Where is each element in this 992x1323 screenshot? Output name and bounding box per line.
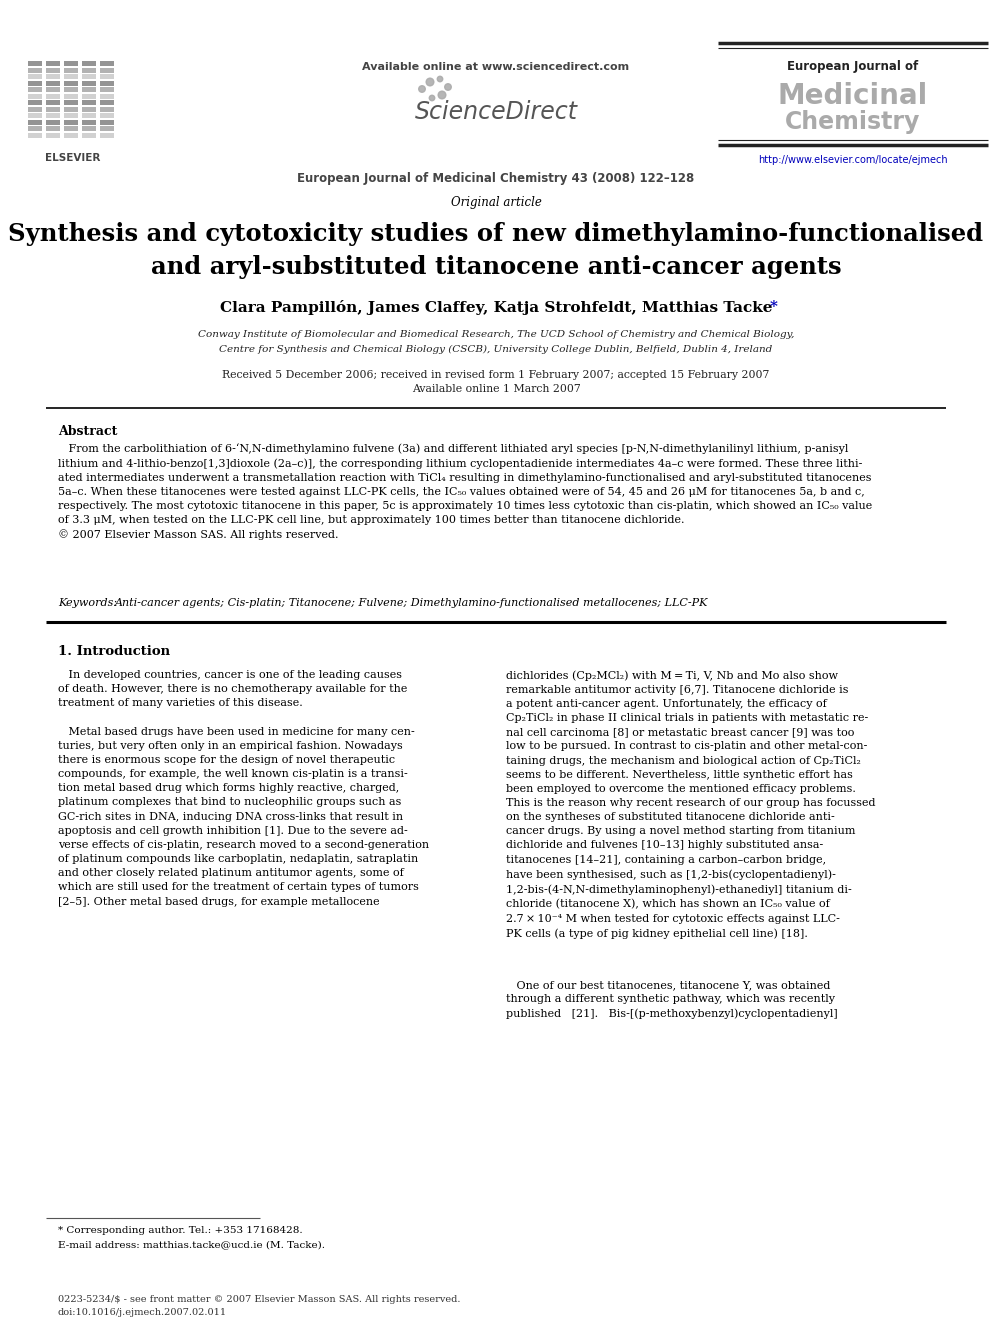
Bar bbox=[28, 81, 42, 86]
Bar bbox=[100, 132, 114, 138]
Text: In developed countries, cancer is one of the leading causes
of death. However, t: In developed countries, cancer is one of… bbox=[58, 669, 430, 906]
Circle shape bbox=[419, 86, 426, 93]
Bar bbox=[82, 132, 96, 138]
Text: E-mail address: matthias.tacke@ucd.ie (M. Tacke).: E-mail address: matthias.tacke@ucd.ie (M… bbox=[58, 1240, 325, 1249]
Text: 0223-5234/$ - see front matter © 2007 Elsevier Masson SAS. All rights reserved.: 0223-5234/$ - see front matter © 2007 El… bbox=[58, 1295, 460, 1304]
Text: ScienceDirect: ScienceDirect bbox=[415, 101, 577, 124]
Bar bbox=[100, 119, 114, 124]
Bar bbox=[46, 61, 60, 66]
Bar bbox=[64, 119, 78, 124]
Bar bbox=[100, 74, 114, 79]
Bar bbox=[64, 61, 78, 66]
Bar bbox=[28, 132, 42, 138]
Bar bbox=[82, 94, 96, 98]
Bar bbox=[46, 126, 60, 131]
Bar bbox=[46, 112, 60, 118]
Bar bbox=[46, 119, 60, 124]
Text: Chemistry: Chemistry bbox=[786, 110, 921, 134]
Bar bbox=[46, 94, 60, 98]
Bar bbox=[28, 61, 42, 66]
Circle shape bbox=[437, 77, 442, 82]
Text: ELSEVIER: ELSEVIER bbox=[46, 153, 100, 163]
Text: European Journal of Medicinal Chemistry 43 (2008) 122–128: European Journal of Medicinal Chemistry … bbox=[298, 172, 694, 185]
Bar bbox=[28, 87, 42, 93]
Text: Original article: Original article bbox=[450, 196, 542, 209]
Bar bbox=[64, 126, 78, 131]
Bar bbox=[64, 94, 78, 98]
Bar bbox=[46, 106, 60, 111]
Text: Available online 1 March 2007: Available online 1 March 2007 bbox=[412, 384, 580, 394]
Bar bbox=[100, 87, 114, 93]
Bar bbox=[100, 67, 114, 73]
Circle shape bbox=[427, 78, 434, 86]
Bar bbox=[28, 74, 42, 79]
Text: European Journal of: European Journal of bbox=[788, 60, 919, 73]
Text: Anti-cancer agents; Cis-platin; Titanocene; Fulvene; Dimethylamino-functionalise: Anti-cancer agents; Cis-platin; Titanoce… bbox=[115, 598, 708, 609]
Bar bbox=[82, 81, 96, 86]
Text: http://www.elsevier.com/locate/ejmech: http://www.elsevier.com/locate/ejmech bbox=[758, 155, 947, 165]
Bar bbox=[82, 101, 96, 105]
Bar bbox=[46, 81, 60, 86]
Bar bbox=[64, 87, 78, 93]
Bar bbox=[82, 119, 96, 124]
Text: Clara Pampillón, James Claffey, Katja Strohfeldt, Matthias Tacke: Clara Pampillón, James Claffey, Katja St… bbox=[220, 300, 772, 315]
Text: From the carbolithiation of 6-‘N,N-dimethylamino fulvene (3a) and different lith: From the carbolithiation of 6-‘N,N-dimet… bbox=[58, 443, 872, 540]
Bar bbox=[82, 126, 96, 131]
Text: Synthesis and cytotoxicity studies of new dimethylamino-functionalised: Synthesis and cytotoxicity studies of ne… bbox=[9, 222, 983, 246]
Circle shape bbox=[438, 91, 445, 99]
Bar bbox=[46, 101, 60, 105]
Bar bbox=[82, 87, 96, 93]
Bar bbox=[46, 74, 60, 79]
Bar bbox=[100, 94, 114, 98]
Bar bbox=[100, 61, 114, 66]
Text: Centre for Synthesis and Chemical Biology (CSCB), University College Dublin, Bel: Centre for Synthesis and Chemical Biolog… bbox=[219, 345, 773, 355]
Bar bbox=[28, 119, 42, 124]
Bar bbox=[28, 106, 42, 111]
Text: *: * bbox=[770, 300, 778, 314]
Text: doi:10.1016/j.ejmech.2007.02.011: doi:10.1016/j.ejmech.2007.02.011 bbox=[58, 1308, 227, 1316]
Bar bbox=[64, 81, 78, 86]
Text: One of our best titanocenes, titanocene Y, was obtained
through a different synt: One of our best titanocenes, titanocene … bbox=[506, 980, 838, 1019]
Text: Available online at www.sciencedirect.com: Available online at www.sciencedirect.co… bbox=[362, 62, 630, 71]
Bar bbox=[46, 87, 60, 93]
Bar bbox=[100, 106, 114, 111]
Bar bbox=[82, 106, 96, 111]
Text: Keywords:: Keywords: bbox=[58, 598, 121, 609]
Text: 1. Introduction: 1. Introduction bbox=[58, 646, 170, 658]
Bar bbox=[28, 126, 42, 131]
Circle shape bbox=[444, 83, 451, 90]
Bar bbox=[100, 126, 114, 131]
Bar bbox=[28, 101, 42, 105]
Bar bbox=[46, 132, 60, 138]
Bar bbox=[28, 94, 42, 98]
Bar bbox=[46, 67, 60, 73]
Bar bbox=[64, 74, 78, 79]
Bar bbox=[82, 67, 96, 73]
Text: Medicinal: Medicinal bbox=[778, 82, 929, 110]
Text: Received 5 December 2006; received in revised form 1 February 2007; accepted 15 : Received 5 December 2006; received in re… bbox=[222, 370, 770, 380]
Text: and aryl-substituted titanocene anti-cancer agents: and aryl-substituted titanocene anti-can… bbox=[151, 255, 841, 279]
Bar bbox=[82, 61, 96, 66]
Bar bbox=[100, 101, 114, 105]
Bar bbox=[82, 74, 96, 79]
Bar bbox=[64, 106, 78, 111]
Bar bbox=[28, 67, 42, 73]
Text: Conway Institute of Biomolecular and Biomedical Research, The UCD School of Chem: Conway Institute of Biomolecular and Bio… bbox=[197, 329, 795, 339]
Text: dichlorides (Cp₂MCl₂) with M = Ti, V, Nb and Mo also show
remarkable antitumor a: dichlorides (Cp₂MCl₂) with M = Ti, V, Nb… bbox=[506, 669, 876, 938]
Bar bbox=[64, 101, 78, 105]
Bar bbox=[64, 112, 78, 118]
Text: Abstract: Abstract bbox=[58, 425, 117, 438]
Bar bbox=[64, 132, 78, 138]
Bar bbox=[82, 112, 96, 118]
Bar bbox=[100, 81, 114, 86]
Circle shape bbox=[430, 95, 434, 101]
Bar bbox=[100, 112, 114, 118]
Bar bbox=[64, 67, 78, 73]
Text: * Corresponding author. Tel.: +353 17168428.: * Corresponding author. Tel.: +353 17168… bbox=[58, 1226, 303, 1234]
Bar bbox=[28, 112, 42, 118]
